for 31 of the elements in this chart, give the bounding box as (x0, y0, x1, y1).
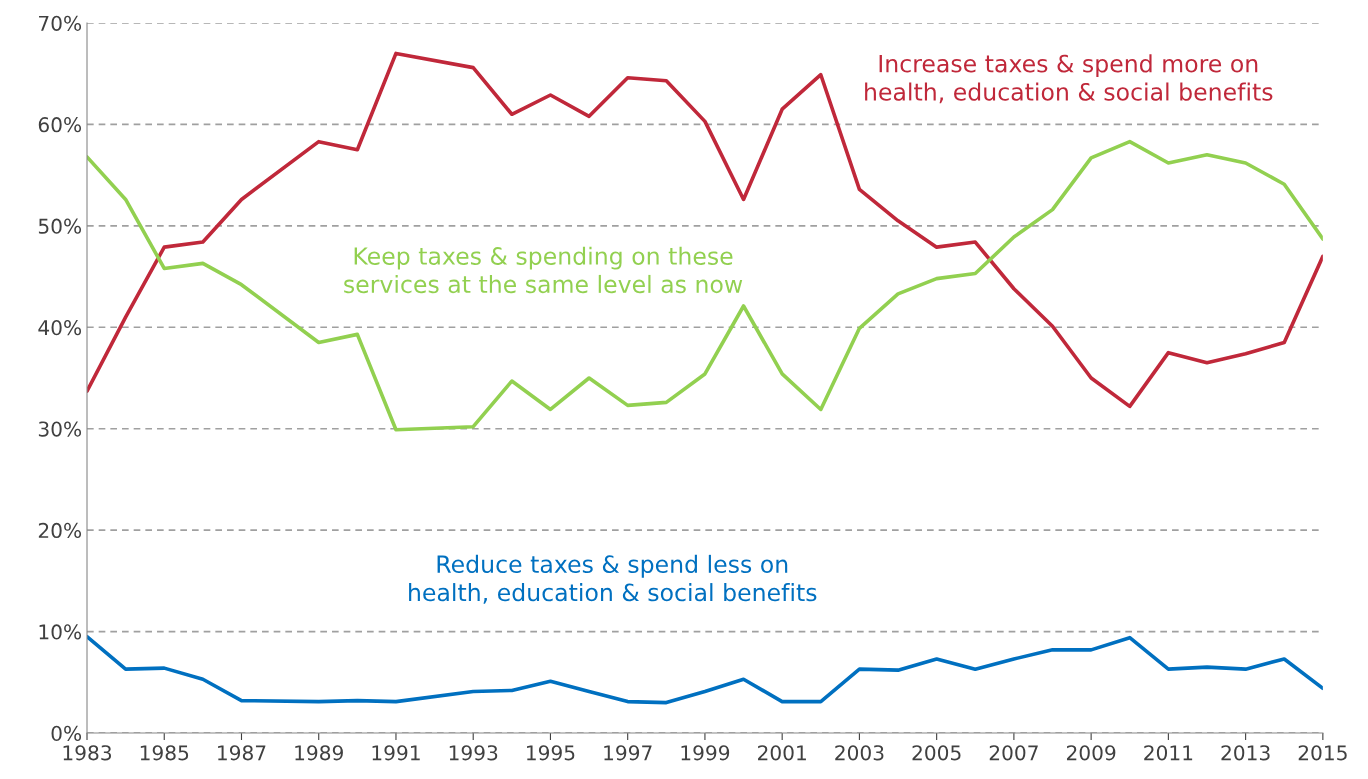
y-tick-label: 40% (38, 320, 82, 336)
x-tick-label: 1983 (63, 745, 112, 761)
line-series (87, 51, 1323, 409)
y-tick-label: 30% (38, 421, 82, 437)
y-tick-label: 10% (39, 624, 82, 640)
y-tick-label: 50% (38, 218, 82, 234)
line-series (87, 139, 1323, 432)
x-tick-label: 1999 (681, 745, 730, 761)
x-tick-label: 2009 (1066, 745, 1116, 761)
x-tick-label: 2005 (912, 745, 961, 761)
y-tick-label: 20% (38, 522, 82, 539)
x-tick-label: 2013 (1221, 745, 1270, 761)
x-tick-label: 1989 (295, 745, 343, 761)
series-label: Increase taxes & spend more on health, education & social benefits (865, 54, 1273, 104)
x-tick-label: 1991 (372, 745, 420, 761)
x-tick-label: 1997 (604, 745, 652, 761)
x-tick-label: 2003 (835, 745, 884, 761)
x-tick-label: 2007 (989, 745, 1038, 761)
x-tick-label: 1993 (449, 745, 498, 761)
y-tick-label: 70% (39, 15, 82, 31)
line-series (87, 634, 1323, 705)
text: Reduce taxes & spend less on health, education & social benefits (409, 554, 817, 604)
x-tick-label: 2001 (758, 745, 806, 761)
x-tick-label: 1985 (140, 745, 189, 761)
series-label: Keep taxes & spending on these services at the same level as now (344, 246, 743, 294)
y-tick-label: 60% (38, 117, 82, 133)
x-tick-label: 1995 (527, 745, 575, 761)
x-tick-label: 2011 (1144, 745, 1193, 761)
x-tick-label: 1987 (218, 745, 266, 761)
x-tick-label: 2015 (1298, 745, 1347, 761)
y-tick-label: 0% (51, 725, 82, 741)
